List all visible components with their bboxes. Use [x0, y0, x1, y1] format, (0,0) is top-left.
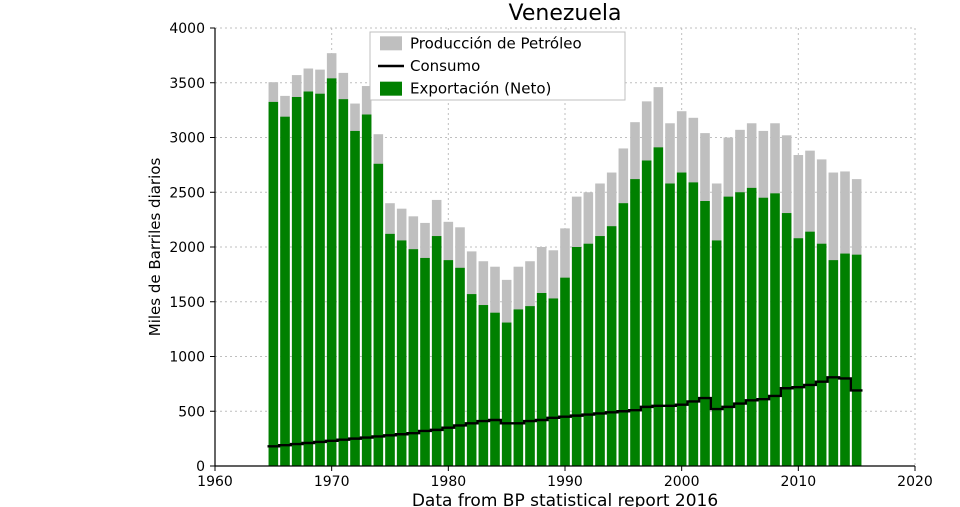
x-tick-label: 1960: [197, 474, 233, 490]
bar-export: [385, 234, 395, 466]
bar-export: [735, 192, 745, 466]
y-tick-label: 3500: [169, 76, 205, 92]
y-tick-label: 2000: [169, 240, 205, 256]
bar-export: [292, 97, 302, 466]
bar-export: [549, 298, 559, 466]
legend-swatch-production: [380, 36, 402, 50]
bar-export: [397, 240, 407, 466]
bar-export: [677, 173, 687, 466]
bar-export: [467, 294, 477, 466]
bar-export: [584, 244, 594, 466]
legend-label-consumption: Consumo: [410, 57, 480, 75]
x-tick-label: 1970: [314, 474, 350, 490]
bar-export: [642, 160, 652, 466]
bar-export: [560, 278, 570, 466]
bar-export: [269, 102, 279, 466]
y-axis-label: Miles de Barriles diarios: [146, 158, 164, 337]
x-tick-label: 2020: [897, 474, 933, 490]
y-tick-label: 2500: [169, 185, 205, 201]
legend-label-production: Producción de Petróleo: [410, 34, 582, 52]
bar-export: [700, 201, 710, 466]
bar-export: [724, 197, 734, 466]
x-tick-label: 2000: [664, 474, 700, 490]
bar-export: [304, 92, 314, 466]
bar-export: [339, 99, 349, 466]
x-tick-label: 1990: [547, 474, 583, 490]
bar-export: [350, 131, 360, 466]
bar-export: [805, 232, 815, 466]
y-tick-label: 3000: [169, 131, 205, 147]
bar-export: [432, 236, 442, 466]
bar-export: [514, 309, 524, 466]
bar-export: [712, 240, 722, 466]
bar-export: [759, 198, 769, 466]
bar-export: [794, 238, 804, 466]
bar-export: [619, 203, 629, 466]
y-tick-label: 0: [196, 459, 205, 475]
x-tick-label: 1980: [431, 474, 467, 490]
bar-export: [280, 117, 290, 466]
y-tick-label: 1000: [169, 350, 205, 366]
x-tick-label: 2010: [781, 474, 817, 490]
bar-export: [572, 247, 582, 466]
bar-export: [607, 226, 617, 466]
bar-export: [595, 236, 605, 466]
bar-export: [817, 244, 827, 466]
bar-export: [490, 313, 500, 466]
bar-export: [747, 188, 757, 466]
y-tick-label: 1500: [169, 295, 205, 311]
bar-export: [525, 306, 535, 466]
bar-export: [502, 323, 512, 466]
bar-export: [327, 78, 337, 466]
y-tick-label: 4000: [169, 21, 205, 37]
venezuela-oil-chart: 0 500 1000 1500 2000 2500 3000 3500 4000 1960 1970…: [0, 0, 960, 507]
bar-export: [840, 254, 850, 466]
bar-export: [665, 183, 675, 466]
chart-subtitle: Data from BP statistical report 2016: [412, 491, 718, 507]
bar-export: [479, 305, 489, 466]
bar-export: [374, 164, 384, 466]
bar-export: [444, 260, 454, 466]
bar-export: [420, 258, 430, 466]
bar-export: [654, 147, 664, 466]
y-tick-label: 500: [178, 404, 205, 420]
bar-export: [770, 193, 780, 466]
bar-export: [852, 255, 862, 466]
bar-export: [829, 260, 839, 466]
chart-title: Venezuela: [509, 1, 622, 26]
bar-export: [630, 179, 640, 466]
bar-export: [455, 268, 465, 466]
bar-export: [782, 213, 792, 466]
bar-export: [315, 94, 325, 466]
bar-export: [689, 182, 699, 466]
legend-swatch-export: [380, 82, 402, 96]
bar-export: [537, 293, 547, 466]
bar-export: [362, 115, 372, 466]
legend-label-export: Exportación (Neto): [410, 80, 551, 98]
